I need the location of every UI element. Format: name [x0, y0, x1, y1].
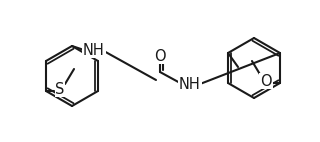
Text: NH: NH	[83, 42, 105, 58]
Text: NH: NH	[179, 77, 201, 91]
Text: O: O	[260, 74, 272, 88]
Text: O: O	[154, 49, 166, 63]
Text: S: S	[55, 82, 65, 97]
